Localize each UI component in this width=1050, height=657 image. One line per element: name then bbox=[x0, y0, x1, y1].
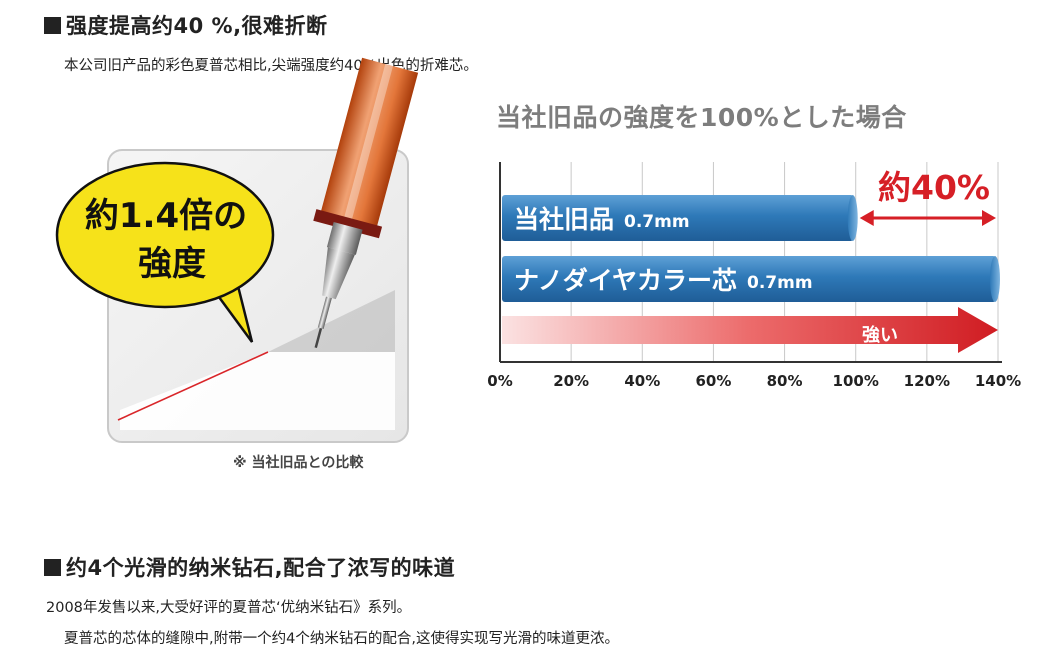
square-bullet-icon bbox=[44, 17, 61, 34]
bubble-joint bbox=[209, 259, 237, 285]
square-bullet-icon bbox=[44, 559, 61, 576]
x-tick-label: 40% bbox=[624, 372, 660, 390]
section-heading-strength: 强度提高约40 %,很难折断 bbox=[44, 10, 328, 40]
pencil-sleeve bbox=[317, 296, 332, 330]
difference-annotation: 約40% bbox=[878, 168, 990, 207]
difference-arrow-head bbox=[982, 210, 996, 226]
bar-nano-dia-color-cap bbox=[990, 256, 1000, 302]
strength-speech-bubble: 約1.4倍の 強度 bbox=[55, 161, 275, 343]
bar-size-nano-dia-color: 0.7mm bbox=[747, 273, 813, 293]
pencil-line bbox=[117, 351, 269, 421]
section-heading-text: 强度提高约40 %,很难折断 bbox=[66, 14, 328, 38]
bar-label-nano-dia-color: ナノダイヤカラー芯 bbox=[514, 266, 737, 295]
bar-old-product-cap bbox=[847, 195, 858, 241]
strength-bar-chart: 0% 20% 40% 60% 80% 100% 120% 140% 当社旧品 0.7mm ナノ… bbox=[487, 162, 1021, 390]
x-tick-label: 0% bbox=[487, 372, 512, 390]
strength-arrow-icon bbox=[502, 307, 998, 353]
pencil-lead bbox=[314, 328, 323, 348]
comparison-footnote: ※ 当社旧品との比較 bbox=[233, 455, 364, 471]
x-tick-label: 20% bbox=[553, 372, 589, 390]
section-heading-nano-diamond: 约4个光滑的纳米钻石,配合了浓写的味道 bbox=[44, 552, 455, 582]
x-tick-label: 140% bbox=[975, 372, 1021, 390]
bubble-text-line2: 強度 bbox=[138, 244, 206, 284]
bubble-body bbox=[55, 161, 275, 309]
bar-label-old-product: 当社旧品 bbox=[514, 205, 614, 234]
section-heading-text: 约4个光滑的纳米钻石,配合了浓写的味道 bbox=[66, 556, 456, 580]
x-tick-label: 80% bbox=[767, 372, 803, 390]
pencil-body bbox=[320, 57, 419, 228]
bar-old-product bbox=[502, 195, 854, 241]
chart-title: 当社旧品の強度を100%とした場合 bbox=[496, 103, 907, 132]
bar-nano-dia-color bbox=[502, 256, 996, 302]
pencil-grip-ring bbox=[326, 222, 363, 255]
strength-arrow-label: 強い bbox=[862, 324, 898, 346]
paper-surface bbox=[120, 352, 395, 430]
difference-arrow-icon bbox=[859, 210, 996, 226]
pencil-highlight bbox=[343, 63, 394, 221]
x-tick-label: 120% bbox=[904, 372, 950, 390]
section-description-line1: 2008年发售以来,大受好评的夏普芯‘优纳米钻石》系列。 bbox=[46, 600, 412, 616]
bar-size-old-product: 0.7mm bbox=[624, 212, 690, 232]
x-tick-label: 60% bbox=[695, 372, 731, 390]
pencil-shadow bbox=[268, 290, 395, 352]
pencil-cone bbox=[322, 247, 355, 300]
pencil-ring bbox=[313, 209, 383, 239]
difference-arrow-head bbox=[859, 210, 874, 226]
section-description-line2: 夏普芯的芯体的缝隙中,附带一个约4个纳米钻石的配合,这使得实现写光滑的味道更浓。 bbox=[64, 631, 619, 647]
mechanical-pencil bbox=[313, 57, 419, 348]
x-tick-labels: 0% 20% 40% 60% 80% 100% 120% 140% bbox=[487, 372, 1021, 390]
x-tick-label: 100% bbox=[833, 372, 879, 390]
bubble-text-line1: 約1.4倍の bbox=[85, 196, 247, 236]
